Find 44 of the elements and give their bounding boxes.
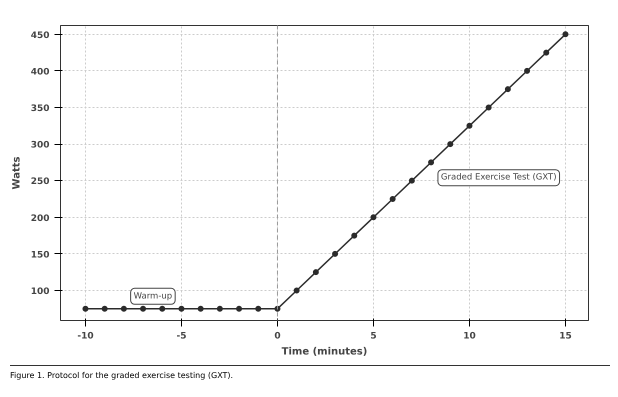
point xyxy=(312,269,319,276)
point xyxy=(447,141,454,148)
y-axis-title: Watts xyxy=(12,156,23,190)
point xyxy=(120,306,127,312)
annotation: Warm-up xyxy=(134,291,172,302)
y-tick-label: 200 xyxy=(30,214,50,224)
point xyxy=(236,306,242,312)
point xyxy=(82,306,88,312)
caption: Figure 1. Protocol for the graded exercise testing (GXT). xyxy=(10,370,234,382)
y-tick-label: 300 xyxy=(30,140,50,151)
point xyxy=(504,86,511,92)
point xyxy=(370,214,376,220)
point xyxy=(562,31,568,38)
point xyxy=(408,178,415,184)
y-tick-label: 150 xyxy=(30,250,50,260)
point xyxy=(428,159,434,166)
point xyxy=(466,122,472,129)
y-tick-label: 350 xyxy=(30,104,50,114)
point xyxy=(294,287,300,294)
point xyxy=(351,232,358,239)
y-tick-label: 100 xyxy=(30,286,50,297)
x-tick-label: 5 xyxy=(370,332,377,342)
x-tick-label: -5 xyxy=(176,332,186,342)
x-tick-label: 0 xyxy=(274,332,281,342)
point xyxy=(178,306,184,312)
annotation: Graded Exercise Test (GXT) xyxy=(440,172,557,183)
point xyxy=(524,68,530,74)
point xyxy=(390,196,396,202)
point xyxy=(102,306,108,312)
x-tick-label: 10 xyxy=(463,332,476,342)
point xyxy=(140,306,146,312)
point xyxy=(216,306,223,312)
x-axis-title: Time (minutes) xyxy=(282,346,368,358)
point xyxy=(159,306,166,312)
point xyxy=(198,306,204,312)
x-tick-label: 15 xyxy=(559,332,572,342)
point xyxy=(543,50,550,56)
y-tick-label: 250 xyxy=(30,177,50,188)
x-tick-label: -10 xyxy=(77,332,94,342)
y-tick-label: 450 xyxy=(30,30,50,41)
point xyxy=(486,104,492,110)
y-tick-label: 400 xyxy=(30,67,50,78)
point xyxy=(255,306,262,312)
point xyxy=(332,250,338,257)
